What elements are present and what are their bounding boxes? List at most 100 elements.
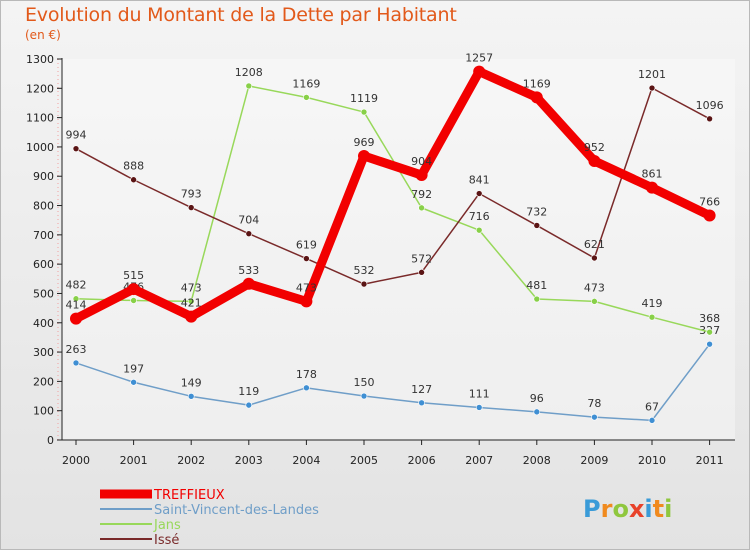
chart-title: Evolution du Montant de la Dette par Hab… — [25, 4, 457, 26]
data-label: 952 — [584, 141, 605, 154]
data-point — [130, 176, 137, 184]
data-label: 904 — [411, 155, 432, 168]
data-label: 482 — [66, 279, 87, 292]
data-point — [591, 254, 598, 262]
logo-letter: o — [612, 495, 629, 523]
data-label: 197 — [123, 362, 144, 375]
data-label: 994 — [66, 129, 87, 142]
data-point — [473, 65, 486, 78]
data-point — [533, 408, 541, 416]
logo-letter: i — [664, 495, 672, 523]
data-label: 78 — [587, 397, 601, 410]
y-tick-label: 200 — [33, 375, 54, 388]
data-point — [245, 82, 253, 90]
x-tick-label: 2009 — [580, 454, 608, 467]
y-tick-label: 0 — [47, 434, 54, 447]
logo-letter: i — [644, 495, 652, 523]
data-label: 533 — [238, 264, 259, 277]
data-label: 368 — [699, 312, 720, 325]
plot-area — [62, 59, 735, 440]
data-label: 732 — [526, 205, 547, 218]
y-tick-label: 1000 — [26, 141, 54, 154]
data-point — [242, 277, 255, 290]
proxiti-logo: Proxiti — [583, 495, 672, 523]
x-tick-label: 2000 — [62, 454, 90, 467]
data-point — [187, 204, 195, 211]
data-label: 127 — [411, 383, 432, 396]
legend-entry: Jans — [153, 518, 181, 533]
data-point — [303, 384, 310, 392]
data-point — [130, 297, 137, 304]
data-label: 263 — [66, 343, 87, 356]
data-point — [703, 209, 716, 222]
chart-subtitle: (en €) — [25, 28, 61, 42]
data-label: 515 — [123, 269, 144, 282]
series-line — [71, 67, 715, 324]
data-point — [475, 190, 483, 197]
data-label: 619 — [296, 239, 317, 252]
data-label: 119 — [238, 385, 259, 398]
data-label: 149 — [181, 376, 202, 389]
data-point — [300, 295, 313, 308]
data-label: 473 — [181, 281, 202, 294]
data-label: 419 — [642, 297, 663, 310]
logo-letter: t — [653, 495, 664, 523]
data-point — [303, 255, 310, 262]
series-saint-vincent-des-landes: 263197149119178150127111967867327 — [66, 324, 720, 424]
logo-letter: r — [601, 495, 613, 523]
data-point — [187, 298, 195, 305]
data-label: 473 — [584, 281, 605, 294]
y-tick-label: 800 — [33, 200, 54, 213]
series-line — [75, 85, 711, 333]
series-iss-: 994 888 793 704 619 532 572 841 732 621 1201 1096 — [66, 68, 724, 288]
data-point — [648, 417, 656, 424]
x-tick-label: 2002 — [177, 454, 205, 467]
data-point — [706, 340, 713, 348]
data-point — [360, 108, 368, 116]
y-tick-label: 100 — [33, 405, 54, 418]
y-tick-label: 1300 — [26, 53, 54, 66]
data-point — [588, 154, 601, 167]
legend-entry: TREFFIEUX — [153, 488, 225, 503]
y-tick-label: 700 — [33, 229, 54, 242]
data-label: 414 — [66, 299, 87, 312]
data-label: 150 — [354, 376, 375, 389]
data-point — [706, 115, 713, 123]
data-point — [418, 204, 425, 212]
x-tick-label: 2001 — [120, 454, 148, 467]
x-tick-label: 2004 — [292, 454, 320, 467]
data-point — [358, 150, 370, 163]
data-label: 1169 — [523, 77, 551, 90]
y-tick-label: 900 — [33, 170, 54, 183]
data-point — [127, 283, 140, 296]
data-label: 67 — [645, 400, 659, 413]
data-point — [360, 392, 368, 400]
data-point — [245, 230, 253, 237]
data-point — [648, 84, 656, 92]
data-point — [533, 295, 541, 303]
data-point — [530, 91, 543, 104]
y-tick-label: 1200 — [26, 82, 54, 95]
y-tick-label: 600 — [33, 258, 54, 271]
data-label: 704 — [238, 214, 259, 227]
y-tick-label: 300 — [33, 346, 54, 359]
data-point — [245, 401, 253, 409]
data-label: 532 — [354, 264, 375, 277]
data-point — [475, 404, 483, 411]
data-point — [591, 413, 598, 421]
data-point — [418, 269, 425, 276]
series-treffieux: 414 515 421 533 473 969 904 1257 1169 952 861 766 — [66, 52, 720, 325]
data-label: 481 — [526, 279, 547, 292]
data-label: 766 — [699, 196, 720, 209]
series-line — [75, 87, 711, 285]
x-tick-label: 2007 — [465, 454, 493, 467]
data-point — [706, 328, 713, 336]
x-tick-label: 2011 — [696, 454, 724, 467]
data-point — [418, 399, 425, 407]
data-point — [72, 145, 80, 152]
x-tick-label: 2010 — [638, 454, 666, 467]
x-tick-label: 2005 — [350, 454, 378, 467]
data-point — [72, 359, 80, 367]
